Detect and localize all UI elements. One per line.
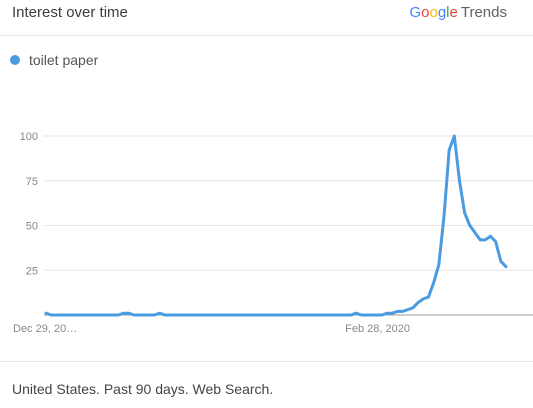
line-chart[interactable]: 100 75 50 25 Dec 29, 20… Feb 28, 2020 [0,0,533,361]
chart-header: Interest over time Google Trends [0,0,533,36]
brand-letter: o [429,4,438,21]
series-line-toilet-paper [44,134,508,317]
chart-legend[interactable]: toilet paper [10,52,98,68]
y-tick-label: 75 [26,176,38,188]
chart-title: Interest over time [12,4,128,21]
y-tick-label: 50 [26,221,38,233]
legend-dot-icon [10,55,20,65]
y-tick-label: 25 [26,265,38,277]
legend-label: toilet paper [29,52,99,68]
chart-footer: United States. Past 90 days. Web Search. [0,361,533,408]
y-tick-label: 100 [20,131,38,143]
brand-letter: o [421,4,430,21]
brand-trends-word: Trends [460,4,507,21]
x-tick-label: Feb 28, 2020 [345,323,410,335]
brand-letter: e [449,4,458,21]
footer-description: United States. Past 90 days. Web Search. [12,381,274,397]
brand-letter: G [409,4,422,21]
google-trends-logo: Google Trends [409,4,507,21]
brand-letter: g [437,4,447,21]
x-tick-label: Dec 29, 20… [13,323,77,335]
brand-letter: l [446,4,450,21]
